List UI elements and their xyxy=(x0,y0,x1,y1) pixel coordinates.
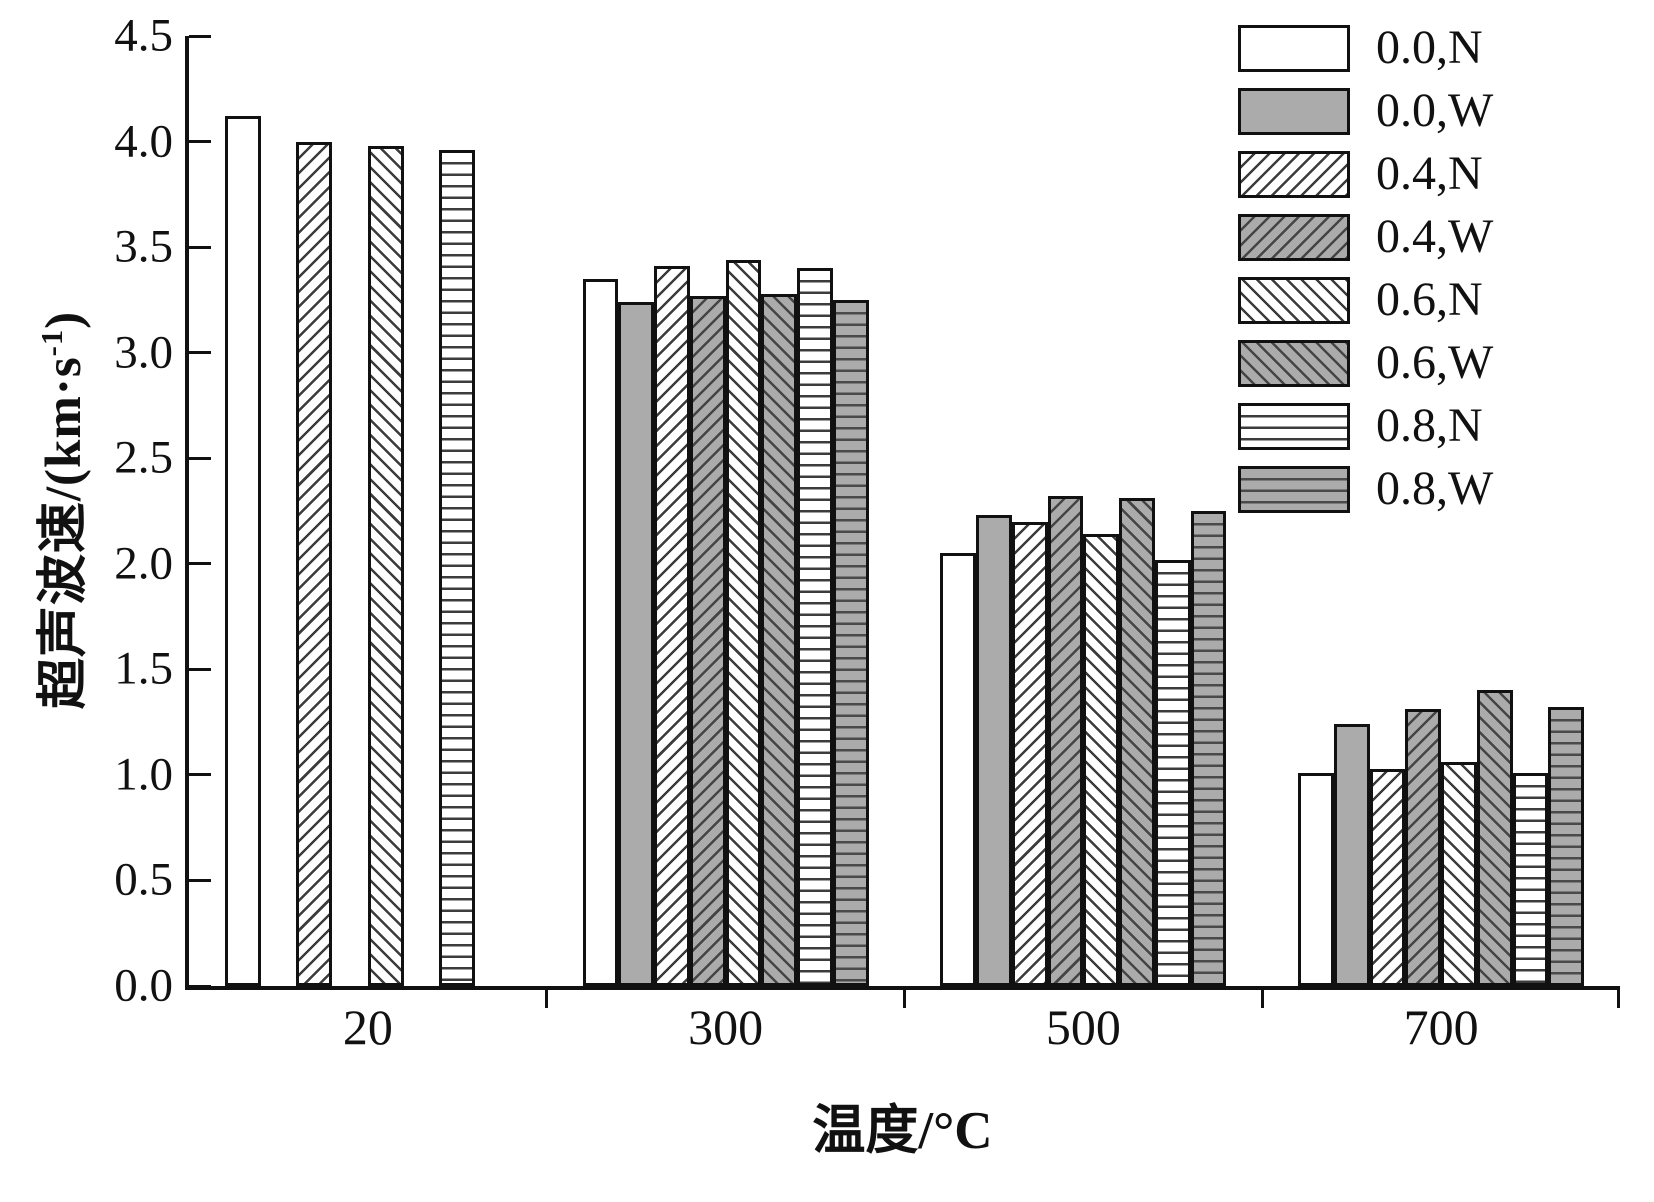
legend-label: 0.4,N xyxy=(1376,147,1483,200)
legend-swatch-solid-gray xyxy=(1238,87,1350,135)
y-tick xyxy=(189,351,211,355)
legend-label: 0.8,W xyxy=(1376,462,1494,515)
legend-swatch-hatch-fwd-white xyxy=(1238,150,1350,198)
legend-item: 0.0,N xyxy=(1238,24,1493,72)
y-tick-label: 4.0 xyxy=(114,115,173,168)
legend-item: 0.8,W xyxy=(1238,465,1493,513)
bar xyxy=(618,302,655,986)
y-tick xyxy=(189,773,211,777)
y-tick-label: 4.5 xyxy=(114,9,173,62)
bar xyxy=(1476,690,1513,986)
legend-swatch-hatch-back-gray xyxy=(1238,339,1350,387)
legend-label: 0.6,W xyxy=(1376,336,1494,389)
y-tick xyxy=(189,34,211,38)
legend-label: 0.6,N xyxy=(1376,273,1483,326)
y-tick-label: 1.5 xyxy=(114,642,173,695)
legend-label: 0.0,W xyxy=(1376,84,1494,137)
x-category-label: 700 xyxy=(1403,999,1479,1055)
x-category-label: 20 xyxy=(342,999,393,1055)
bar xyxy=(1333,724,1370,986)
y-tick-label: 3.5 xyxy=(114,220,173,273)
legend-item: 0.4,N xyxy=(1238,150,1493,198)
bar xyxy=(832,299,869,986)
y-tick xyxy=(189,878,211,882)
y-tick xyxy=(189,140,211,144)
legend-label: 0.8,N xyxy=(1376,399,1483,452)
y-tick-label: 2.5 xyxy=(114,431,173,484)
bar xyxy=(689,295,726,986)
bar xyxy=(1119,498,1155,986)
x-tick xyxy=(903,990,906,1008)
x-tick xyxy=(1617,990,1620,1008)
y-axis-title-close: ) xyxy=(36,310,92,329)
bar xyxy=(1369,768,1406,986)
bar xyxy=(224,116,261,986)
plot-area: 0.0 0.5 1.0 1.5 2.0 2.5 3.0 3.5 4.0 4.5 20 300 500 70… xyxy=(114,12,1620,1055)
legend-swatch-hatch-back-white xyxy=(1238,276,1350,324)
y-tick xyxy=(189,984,211,988)
bar xyxy=(725,259,762,986)
y-tick xyxy=(189,456,211,460)
bar xyxy=(1298,772,1334,986)
legend-item: 0.6,N xyxy=(1238,276,1493,324)
y-tick-label: 2.0 xyxy=(114,537,173,590)
bar xyxy=(1154,559,1191,986)
y-tick xyxy=(189,562,211,566)
x-tick xyxy=(545,990,549,1008)
bar xyxy=(1190,511,1227,986)
x-category-label: 500 xyxy=(1045,999,1121,1055)
bar xyxy=(797,268,833,986)
legend-item: 0.6,W xyxy=(1238,339,1493,387)
legend: 0.0,N 0.0,W 0.4,N 0.4,W 0.6,N 0.6,W 0.8,N 0.8,W xyxy=(1238,24,1493,513)
legend-item: 0.4,W xyxy=(1238,213,1493,261)
bar xyxy=(1047,496,1084,986)
x-category-label: 300 xyxy=(688,999,764,1055)
bar xyxy=(1011,521,1048,986)
bar xyxy=(1441,762,1477,986)
bar xyxy=(439,150,476,986)
bar xyxy=(1548,707,1585,986)
legend-swatch-hlines-gray xyxy=(1238,465,1350,513)
legend-swatch-hatch-fwd-gray xyxy=(1238,213,1350,261)
bar xyxy=(940,553,977,986)
bar xyxy=(1405,709,1442,986)
legend-swatch-hlines-white xyxy=(1238,402,1350,450)
y-tick xyxy=(189,245,211,249)
y-tick-label: 0.0 xyxy=(114,959,173,1012)
y-tick xyxy=(189,667,211,671)
legend-label: 0.0,N xyxy=(1376,21,1483,74)
legend-item: 0.0,W xyxy=(1238,87,1493,135)
x-tick xyxy=(1260,990,1264,1008)
bar xyxy=(296,141,333,986)
y-tick-label: 3.0 xyxy=(114,326,173,379)
bar xyxy=(654,266,690,986)
bar xyxy=(761,293,798,986)
bar xyxy=(582,278,619,986)
bar xyxy=(1083,534,1120,986)
legend-label: 0.4,W xyxy=(1376,210,1494,263)
bar xyxy=(1512,772,1549,986)
x-axis-title: 温度/°C xyxy=(812,1102,993,1160)
legend-item: 0.8,N xyxy=(1238,402,1493,450)
bar xyxy=(367,145,404,986)
legend-swatch-plain-white xyxy=(1238,24,1350,72)
y-tick-label: 1.0 xyxy=(114,748,173,801)
y-tick-label: 0.5 xyxy=(114,853,173,906)
bar xyxy=(976,515,1012,986)
